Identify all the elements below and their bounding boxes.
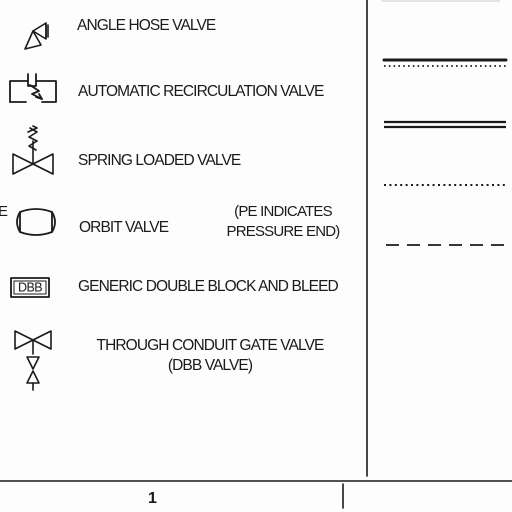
through-conduit-gate-valve-icon [14, 330, 52, 391]
angle-hose-valve-icon [24, 22, 49, 50]
through-conduit-gate-valve-label-line1: THROUGH CONDUIT GATE VALVE [96, 337, 325, 354]
spring-loaded-valve-icon [12, 125, 54, 175]
spring-loaded-valve-label: SPRING LOADED VALVE [78, 152, 241, 169]
orbit-valve-edge-letter: E [0, 203, 9, 220]
page-number: 1 [148, 490, 157, 507]
orbit-valve-icon [16, 208, 56, 236]
automatic-recirculation-valve-label: AUTOMATIC RECIRCULATION VALVE [78, 83, 324, 100]
through-conduit-gate-valve-label-line2: (DBB VALVE) [167, 357, 253, 374]
double-solid-line-icon [384, 120, 506, 129]
orbit-valve-note-line2: PRESSURE END) [226, 223, 341, 240]
orbit-valve-label: ORBIT VALVE [79, 219, 169, 236]
double-line-solid-over-dotted-icon [382, 58, 508, 67]
automatic-recirculation-valve-icon [9, 73, 57, 103]
dbb-box-icon [10, 277, 50, 298]
generic-double-block-and-bleed-label: GENERIC DOUBLE BLOCK AND BLEED [78, 278, 339, 295]
angle-hose-valve-label: ANGLE HOSE VALVE [77, 17, 216, 34]
dbb-box-text: DBB [18, 281, 42, 295]
orbit-valve-note-line1: (PE INDICATES [234, 203, 332, 220]
